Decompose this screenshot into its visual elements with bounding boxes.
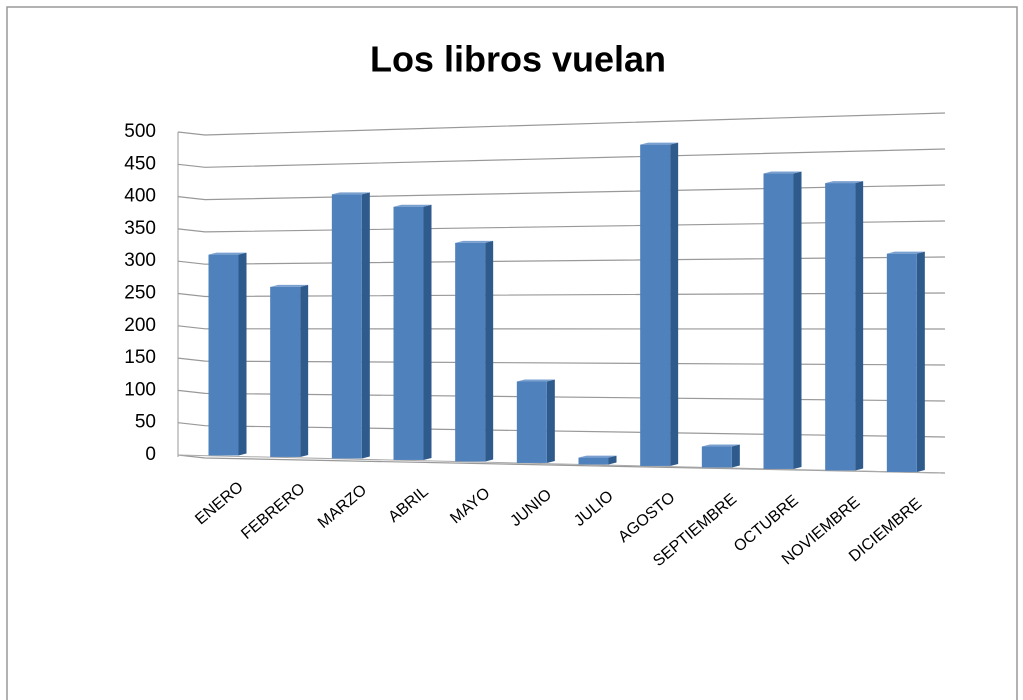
bar-top: [331, 192, 370, 195]
grid-line: [177, 184, 946, 201]
bar: [270, 284, 309, 457]
bar-top: [455, 240, 494, 243]
bar: [763, 171, 802, 469]
bar-side: [855, 181, 864, 471]
bar: [516, 379, 555, 463]
grid-line: [177, 112, 946, 136]
bar: [640, 142, 679, 466]
bar-front: [393, 206, 424, 460]
y-tick-label: 450: [124, 153, 156, 174]
bar-side: [670, 142, 679, 466]
bar-front: [640, 144, 671, 466]
y-tick-label: 350: [124, 218, 156, 239]
bar-top: [763, 171, 802, 174]
y-tick-label: 100: [124, 379, 156, 400]
bar-top: [270, 284, 309, 287]
bar-front: [208, 254, 239, 456]
bar-top: [516, 379, 555, 382]
bar-side: [793, 171, 802, 469]
bar-front: [825, 183, 856, 471]
bar-side: [546, 379, 555, 463]
frame: [6, 6, 1018, 700]
bar: [455, 240, 494, 462]
chart-title: Los libros vuelan: [370, 39, 666, 80]
bar-top: [393, 204, 432, 207]
bar-front: [578, 457, 609, 465]
bar-side: [300, 284, 309, 457]
y-tick-label: 50: [135, 412, 156, 433]
bar-front: [763, 173, 794, 469]
bar-front: [455, 242, 486, 462]
y-tick-label: 200: [124, 315, 156, 336]
bar-side: [485, 240, 494, 462]
bar: [825, 181, 864, 471]
y-tick-label: 500: [124, 121, 156, 142]
bar-top: [701, 444, 740, 447]
bar: [331, 192, 370, 459]
grid-line: [177, 325, 946, 330]
bar: [208, 252, 247, 456]
bar: [701, 444, 740, 468]
y-tick-label: 150: [124, 347, 156, 368]
bar-side: [361, 192, 370, 459]
bar-front: [516, 381, 547, 463]
bar-top: [886, 251, 925, 254]
grid-line: [177, 292, 946, 298]
grid-line: [177, 389, 946, 402]
bar-front: [886, 253, 917, 472]
bar-top: [640, 142, 679, 145]
bar: [578, 455, 617, 465]
bar-side: [423, 204, 432, 460]
bar-front: [270, 286, 301, 457]
floor-edge: [177, 454, 942, 474]
grid-line: [177, 148, 946, 168]
bar-front: [331, 194, 362, 459]
grid-line: [177, 256, 946, 265]
grid-line: [177, 454, 946, 474]
bar-top: [578, 455, 617, 458]
y-tick-label: 0: [145, 444, 156, 465]
bar: [886, 251, 925, 472]
bar-side: [916, 251, 925, 472]
bar-top: [825, 181, 864, 184]
bar-front: [701, 446, 732, 468]
bar-side: [608, 455, 617, 465]
y-tick-label: 250: [124, 283, 156, 304]
y-tick-label: 300: [124, 250, 156, 271]
bar-top: [208, 252, 247, 255]
bar-side: [238, 252, 247, 456]
bar: [393, 204, 432, 460]
grid-line: [177, 357, 946, 366]
grid-line: [177, 220, 946, 233]
bar-side: [731, 444, 740, 468]
y-tick-label: 400: [124, 186, 156, 207]
grid-line: [177, 422, 946, 438]
